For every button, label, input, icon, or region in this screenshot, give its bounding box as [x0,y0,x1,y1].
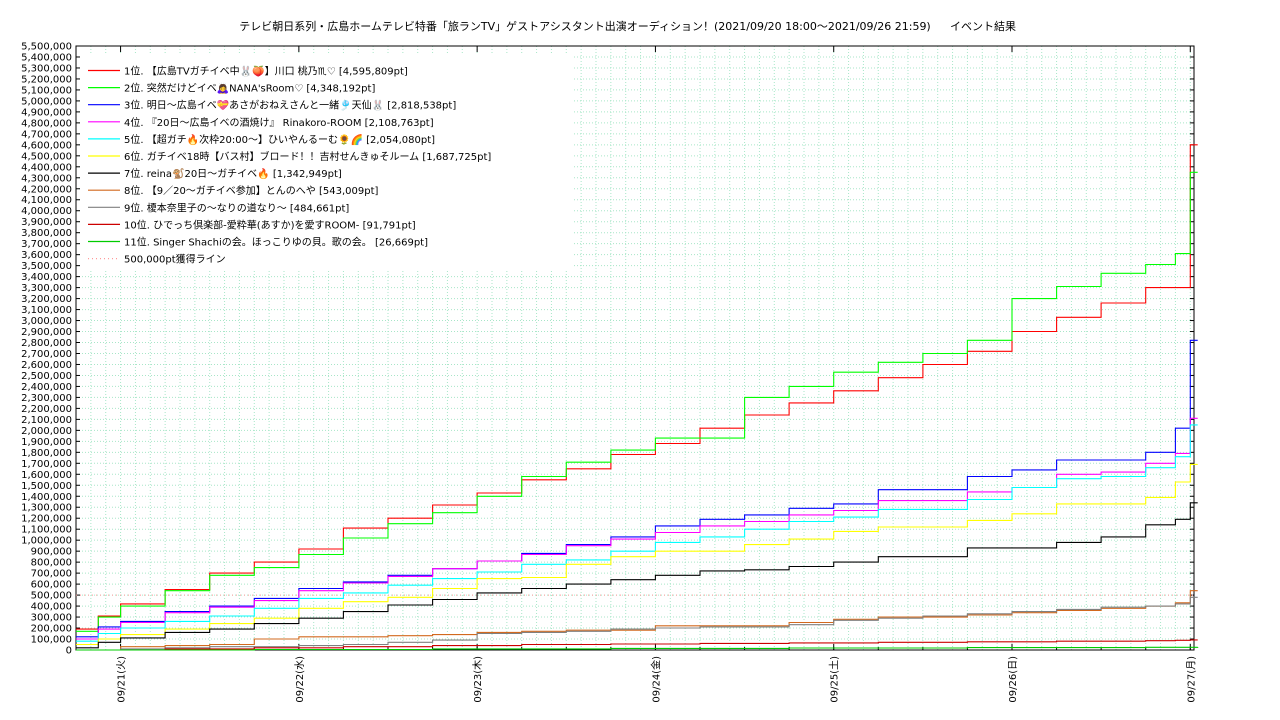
legend-box [80,55,572,270]
x-tick-label: 09/25(土) [828,656,841,703]
x-tick-label: 09/24(金) [649,656,662,703]
y-tick-label: 3,200,000 [21,294,72,305]
y-tick-label: 1,300,000 [21,503,72,514]
x-tick-label: 09/21(火) [116,656,128,703]
y-tick-label: 2,200,000 [21,404,72,415]
y-tick-label: 700,000 [31,569,72,580]
y-tick-label: 5,000,000 [21,96,72,107]
series-line-10 [76,639,1198,651]
y-tick-label: 1,600,000 [21,470,72,481]
legend-label: 3位. 明日〜広島イベ💝あさがおねえさんと一緒🎐天仙🐰 [2,818,538pt… [124,99,456,112]
y-tick-label: 4,500,000 [21,151,72,162]
legend-label: 11位. Singer Shachiの会。ほっこりゆの貝。歌の会。 [26,66… [124,236,428,249]
y-tick-label: 1,200,000 [21,514,72,525]
y-tick-label: 0 [66,646,72,657]
y-tick-label: 2,700,000 [21,349,72,360]
series-line-4 [76,417,1198,640]
y-tick-label: 3,800,000 [21,228,72,239]
y-tick-label: 5,300,000 [21,63,72,74]
series-line-9 [76,596,1198,651]
y-tick-label: 1,500,000 [21,481,72,492]
series-line-7 [76,502,1198,649]
y-tick-label: 3,400,000 [21,272,72,283]
series-line-5 [76,424,1198,642]
series-line-3 [76,339,1198,638]
y-tick-label: 2,000,000 [21,426,72,437]
y-tick-label: 5,200,000 [21,74,72,85]
y-tick-label: 1,100,000 [21,525,72,536]
y-tick-label: 4,800,000 [21,118,72,129]
y-tick-label: 800,000 [31,558,72,569]
y-tick-label: 2,800,000 [21,338,72,349]
y-tick-label: 1,400,000 [21,492,72,503]
x-tick-label: 09/23(木) [472,656,484,703]
legend-label: 4位. 『20日〜広島イベの酒焼け』 Rinakoro-ROOM [2,108,… [124,116,434,129]
y-tick-label: 3,500,000 [21,261,72,272]
legend-label: 6位. ガチイベ18時【バス村】ブロード！！吉村せんきゅそルーム [1,687,… [124,150,491,163]
series-line-8 [76,590,1198,651]
plot-area [75,45,1195,651]
y-tick-label: 3,100,000 [21,305,72,316]
y-tick-label: 1,700,000 [21,459,72,470]
y-tick-label: 500,000 [31,591,72,602]
y-tick-label: 100,000 [31,635,72,646]
legend-label: 8位. 【9／20〜ガチイベ参加】とんのへや [543,009pt] [124,184,379,197]
y-tick-label: 2,100,000 [21,415,72,426]
y-tick-label: 2,900,000 [21,327,72,338]
y-tick-label: 4,100,000 [21,195,72,206]
legend-label: 7位. reina🐒20日〜ガチイベ🔥 [1,342,949pt] [124,167,342,180]
y-tick-label: 4,600,000 [21,140,72,151]
series-line-11 [76,646,1199,651]
y-tick-label: 5,100,000 [21,85,72,96]
series-line-6 [76,463,1198,646]
legend-label: 2位. 突然だけどイベ🙇‍♀️NANA'sRoom♡ [4,348,192pt] [124,82,375,95]
y-tick-label: 1,000,000 [21,536,72,547]
x-axis: 09/21(火) 09/22(水) 09/23(木) 09/24(金) 09/25(土)… [75,46,1197,703]
y-tick-label: 2,400,000 [21,382,72,393]
x-tick-label: 09/27(月) [1185,656,1197,703]
y-tick-label: 2,600,000 [21,360,72,371]
y-tick-label: 1,900,000 [21,437,72,448]
y-tick-label: 3,700,000 [21,239,72,250]
legend-label: 5位. 【超ガチ🔥次枠20:00〜】ひいやんるーむ🌻🌈 [2,054,080pt… [124,133,435,146]
y-tick-label: 300,000 [31,613,72,624]
y-tick-label: 4,400,000 [21,162,72,173]
y-tick-label: 600,000 [31,580,72,591]
y-tick-label: 5,400,000 [21,52,72,63]
x-tick-label: 09/26(日) [1008,656,1019,703]
legend-label: 1位. 【広島TVガチイベ中🐰🍑】川口 桃乃♏♡ [4,595,809pt] [124,65,408,78]
y-tick-label: 5,500,000 [21,42,72,53]
y-tick-label: 3,600,000 [21,250,72,261]
y-tick-label: 3,300,000 [21,283,72,294]
y-tick-label: 4,300,000 [21,173,72,184]
y-tick-label: 200,000 [31,624,72,635]
x-tick-label: 09/22(水) [294,656,306,703]
y-tick-label: 3,900,000 [21,217,72,228]
legend: 1位. 【広島TVガチイベ中🐰🍑】川口 桃乃♏♡ [4,595,809pt] 2位… [80,55,572,270]
y-tick-label: 4,700,000 [21,129,72,140]
series-lines [76,144,1199,651]
y-tick-label: 400,000 [31,602,72,613]
y-tick-label: 3,000,000 [21,316,72,327]
y-tick-label: 4,900,000 [21,107,72,118]
y-tick-label: 1,800,000 [21,448,72,459]
y-tick-label: 900,000 [31,547,72,558]
y-tick-label: 2,500,000 [21,371,72,382]
legend-label: 10位. ひでっち倶楽部-愛粋華(あすか)を愛すROOM- [91,791pt] [124,218,416,231]
series-line-2 [76,171,1198,632]
chart-title: テレビ朝日系列・広島ホームテレビ特番「旅ランTV」ゲストアシスタント出演オーディ… [239,19,930,33]
chart-subtitle: イベント結果 [950,19,1016,33]
legend-label: 9位. 榎本奈里子の〜なりの道なり〜 [484,661pt] [124,201,349,214]
y-tick-label: 4,000,000 [21,206,72,217]
legend-label: 500,000pt獲得ライン [124,253,226,266]
y-tick-label: 4,200,000 [21,184,72,195]
y-tick-label: 2,300,000 [21,393,72,404]
